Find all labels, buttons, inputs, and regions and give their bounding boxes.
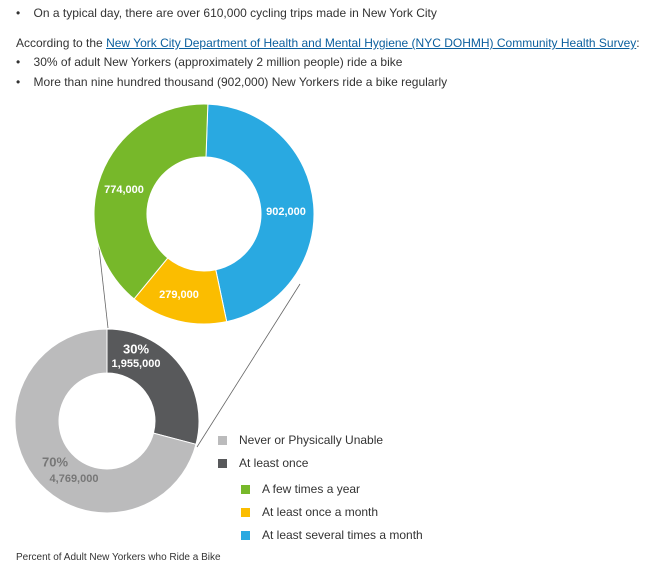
bullet-text: More than nine hundred thousand (902,000… [33,75,448,89]
data-label: 279,000 [159,289,199,301]
percent-label: 70% [42,454,68,469]
intro-suffix: : [636,36,640,50]
bullet-text: On a typical day, there are over 610,000… [33,6,437,20]
legend-swatch [218,436,227,445]
legend-swatch [241,485,250,494]
data-label: 4,769,000 [50,473,99,485]
intro: According to the New York City Departmen… [16,36,640,50]
data-label: 1,955,000 [112,358,161,370]
connector [196,283,301,448]
donut-segment [205,103,315,323]
legend-swatch [218,459,227,468]
legend-label: Never or Physically Unable [239,433,383,447]
legend-label: A few times a year [262,482,360,496]
donut-segment [93,103,209,300]
intro-link[interactable]: New York City Department of Health and M… [106,36,637,50]
bullet: • On a typical day, there are over 610,0… [16,6,437,20]
legend-label: At least once a month [262,505,378,519]
donut-segment [14,328,197,514]
bullet: • More than nine hundred thousand (902,0… [16,75,448,89]
data-label: 774,000 [104,184,144,196]
legend-label: At least once [239,456,309,470]
percent-label: 30% [123,341,149,356]
bullet: • 30% of adult New Yorkers (approximatel… [16,55,403,69]
data-label: 902,000 [266,206,306,218]
legend-swatch [241,508,250,517]
bullet-text: 30% of adult New Yorkers (approximately … [33,55,403,69]
intro-prefix: According to the [16,36,103,50]
legend-label: At least several times a month [262,528,423,542]
donut-segment [106,328,200,445]
caption: Percent of Adult New Yorkers who Ride a … [16,552,221,563]
legend-swatch [241,531,250,540]
